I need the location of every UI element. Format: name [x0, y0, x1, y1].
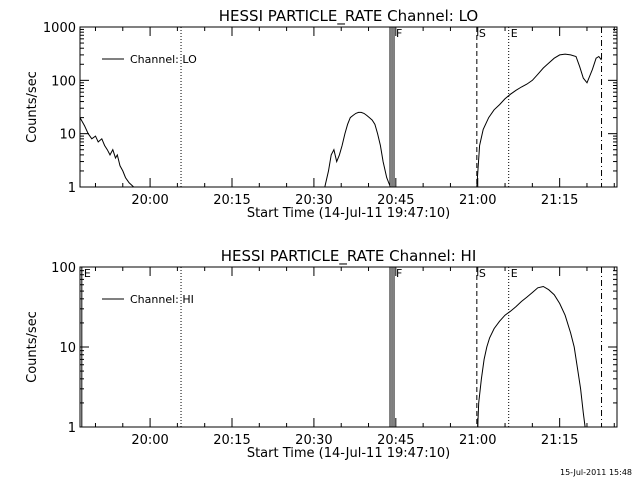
- y-tick-label: 1: [68, 421, 76, 436]
- y-tick-label: 1: [68, 181, 76, 196]
- y-tick-label: 10: [59, 341, 76, 356]
- x-tick-label: 20:30: [295, 433, 332, 448]
- chart-title: HESSI PARTICLE_RATE Channel: LO: [219, 7, 478, 26]
- x-tick-label: 20:15: [213, 193, 250, 208]
- plot-frame: [79, 26, 618, 188]
- x-tick-label: 20:30: [295, 193, 332, 208]
- event-marker-label: E: [511, 267, 518, 280]
- data-series-line: [477, 285, 586, 428]
- x-tick-label: 21:00: [459, 193, 496, 208]
- data-series-line: [324, 111, 391, 188]
- event-marker-label: F: [396, 27, 402, 40]
- x-tick-label: 21:15: [541, 193, 578, 208]
- data-series-line: [79, 117, 135, 188]
- event-marker-label: E: [84, 267, 91, 280]
- y-tick-label: 10: [59, 128, 76, 143]
- x-tick-label: 21:15: [541, 433, 578, 448]
- event-marker-label: S: [479, 27, 486, 40]
- x-tick-label: 20:00: [131, 193, 168, 208]
- y-tick-label: 1000: [43, 21, 76, 36]
- y-axis-label: Counts/sec: [25, 311, 40, 383]
- x-tick-label: 20:45: [377, 433, 414, 448]
- x-tick-label: 20:15: [213, 433, 250, 448]
- plot-timestamp: 15-Jul-2011 15:48: [559, 468, 632, 477]
- chart-title: HESSI PARTICLE_RATE Channel: HI: [221, 247, 477, 266]
- legend-label: Channel: LO: [130, 53, 197, 66]
- y-axis-label: Counts/sec: [25, 71, 40, 143]
- x-axis-label: Start Time (14-Jul-11 19:47:10): [247, 446, 450, 461]
- event-marker-label: E: [511, 27, 518, 40]
- x-tick-label: 20:00: [131, 433, 168, 448]
- y-tick-label: 100: [51, 261, 76, 276]
- x-tick-label: 21:00: [459, 433, 496, 448]
- event-marker-label: F: [396, 267, 402, 280]
- data-series-line: [476, 53, 602, 188]
- x-axis-label: Start Time (14-Jul-11 19:47:10): [247, 206, 450, 221]
- legend-label: Channel: HI: [130, 293, 194, 306]
- x-tick-label: 20:45: [377, 193, 414, 208]
- plot-frame: [79, 266, 618, 428]
- y-tick-label: 100: [51, 74, 76, 89]
- event-marker-label: S: [479, 267, 486, 280]
